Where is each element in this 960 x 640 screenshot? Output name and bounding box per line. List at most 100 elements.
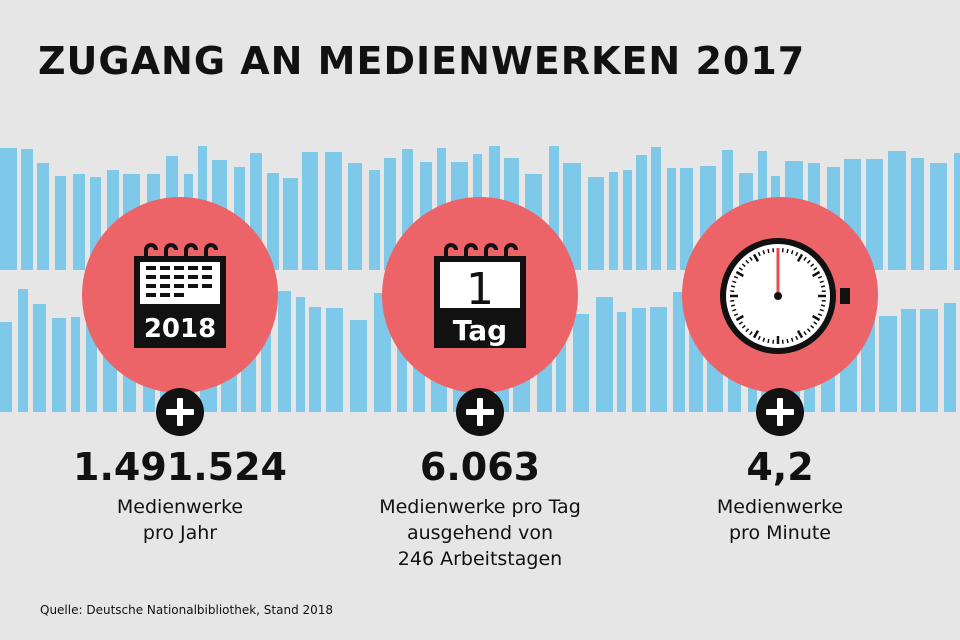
book-spine — [0, 322, 12, 412]
stopwatch-tick — [735, 314, 744, 322]
book-spine — [325, 152, 342, 270]
stopwatch-tick — [790, 337, 794, 342]
stopwatch-tick — [732, 308, 737, 312]
book-spine — [302, 152, 318, 270]
stopwatch-tick — [817, 275, 823, 279]
source-note: Quelle: Deutsche Nationalbibliothek, Sta… — [40, 603, 334, 617]
book-spine — [911, 158, 924, 270]
book-spine — [596, 297, 613, 412]
book-spine — [944, 303, 956, 412]
stat-description: Medienwerke pro Minute — [716, 496, 844, 544]
stopwatch-tick — [733, 275, 739, 279]
stat-value: 6.063 — [419, 445, 541, 489]
stopwatch-tick — [757, 251, 761, 257]
stat-per-day: 6.063 Medienwerke pro Tag ausgehend von … — [330, 448, 630, 572]
stopwatch-tick — [806, 328, 811, 333]
book-spine — [879, 316, 897, 412]
book-spine — [617, 312, 626, 412]
plus-icon — [456, 388, 504, 436]
stopwatch-tick — [819, 308, 824, 312]
stopwatch-tick — [745, 259, 750, 264]
stat-value: 1.491.524 — [73, 445, 287, 489]
stopwatch-tick — [752, 253, 760, 262]
book-spine — [866, 159, 883, 270]
book-spine — [402, 149, 413, 270]
stopwatch-tick — [762, 337, 766, 342]
stopwatch-tick — [749, 256, 753, 261]
stopwatch-tick — [786, 248, 789, 254]
stat-per-minute: 4,2 Medienwerke pro Minute — [630, 448, 930, 546]
book-spine — [384, 158, 396, 270]
book-spine — [901, 309, 916, 412]
book-spine — [278, 291, 291, 412]
stopwatch-tick — [819, 280, 824, 284]
stopwatch-tick — [732, 280, 737, 284]
stopwatch-tick — [741, 263, 746, 268]
page-title: ZUGANG AN MEDIENWERKEN 2017 — [38, 39, 806, 83]
stat-value: 4,2 — [746, 445, 814, 489]
stopwatch-tick — [803, 256, 807, 261]
stopwatch-tick — [735, 270, 744, 278]
stopwatch-tick — [820, 304, 826, 307]
book-spine — [348, 163, 362, 270]
book-spine — [73, 174, 85, 270]
stopwatch-tick — [810, 324, 815, 329]
stopwatch-tick — [820, 285, 826, 288]
stopwatch-tick — [762, 250, 766, 255]
book-spine — [267, 173, 279, 270]
calendar-day-number: 1 — [466, 264, 494, 315]
book-spine — [326, 308, 343, 412]
stopwatch-tick — [786, 338, 789, 344]
stopwatch-tick — [796, 330, 804, 339]
plus-icon — [156, 388, 204, 436]
stopwatch-tick — [803, 331, 807, 336]
stopwatch-tick — [757, 335, 761, 341]
book-spine — [636, 155, 647, 270]
book-spine — [588, 177, 604, 270]
book-spine — [667, 168, 676, 270]
book-spine — [609, 172, 618, 270]
stopwatch-tick — [733, 313, 739, 317]
stopwatch-tick — [738, 321, 743, 325]
book-spine — [37, 163, 49, 270]
book-spine — [650, 307, 667, 412]
book-spine — [549, 146, 559, 270]
book-spine — [90, 177, 101, 270]
stopwatch-tick — [810, 263, 815, 268]
stopwatch-tick — [812, 270, 821, 278]
book-spine — [722, 150, 733, 270]
stat-per-year: 1.491.524 Medienwerke pro Jahr — [30, 448, 330, 546]
book-spine — [52, 318, 66, 412]
stopwatch-tick — [795, 335, 799, 341]
stopwatch-tick — [812, 314, 821, 322]
book-spine — [350, 320, 367, 412]
stopwatch-tick — [813, 321, 818, 325]
book-spine — [309, 307, 321, 412]
book-spine — [33, 304, 46, 412]
book-spine — [18, 289, 28, 412]
stopwatch-tick — [806, 259, 811, 264]
book-spine — [21, 149, 33, 270]
book-spine — [556, 306, 566, 412]
book-spine — [55, 176, 66, 270]
book-spine — [261, 305, 271, 412]
calendar-year-label: 2018 — [144, 314, 216, 344]
stopwatch-tick — [817, 313, 823, 317]
stopwatch-tick — [745, 328, 750, 333]
stopwatch-tick — [749, 331, 753, 336]
book-spine — [369, 170, 380, 270]
stopwatch-tick — [767, 248, 770, 254]
book-spine — [283, 178, 298, 270]
book-spine — [0, 148, 17, 270]
plus-icon — [756, 388, 804, 436]
book-spine — [651, 147, 661, 270]
book-spine — [954, 153, 960, 270]
stopwatch-tick — [730, 304, 736, 307]
book-spine — [573, 314, 589, 412]
calendar-icon: 2018 — [134, 243, 226, 348]
stopwatch-tick — [767, 338, 770, 344]
book-spine — [397, 317, 407, 412]
book-spine — [680, 168, 693, 270]
stopwatch-icon — [720, 238, 850, 354]
book-spine — [632, 308, 646, 412]
